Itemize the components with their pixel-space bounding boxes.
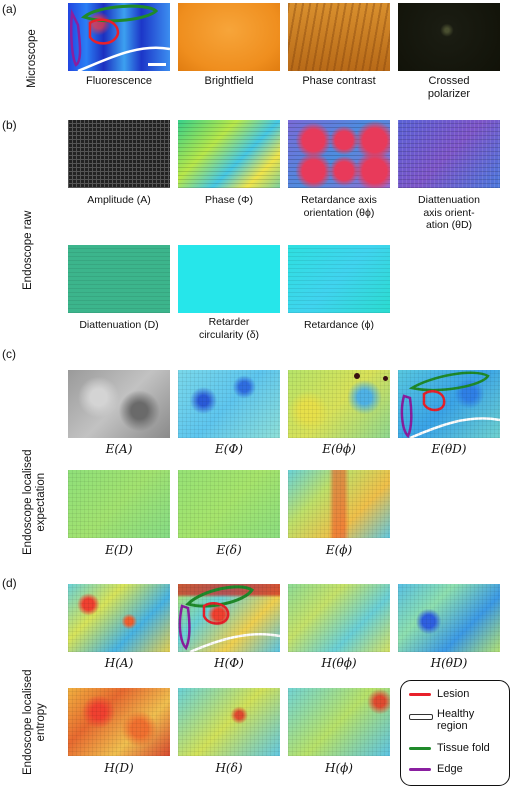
panel-e-delta: [178, 470, 280, 538]
caption-fluorescence: Fluorescence: [85, 75, 153, 87]
panel-diattenuation: [68, 245, 170, 313]
caption-h-d: H(D): [104, 761, 134, 775]
panel-retardance-axis: [288, 120, 390, 188]
legend-label-tissue-fold: Tissue fold: [437, 742, 490, 754]
caption-e-a: E(A): [105, 442, 133, 456]
panel-brightfield: [178, 3, 280, 71]
row-label-a: Microscope: [26, 29, 38, 88]
panel-h-a: [68, 584, 170, 652]
panel-crossed-polarizer: [398, 3, 500, 71]
panel-e-theta-phi: [288, 370, 390, 438]
caption-retarder-circularity: Retarder circularity (δ): [198, 316, 260, 341]
caption-h-retardance: H(ϕ): [324, 761, 353, 775]
panel-h-theta-phi: [288, 584, 390, 652]
row-label-d: Endoscope localised entropy: [22, 670, 48, 776]
panel-retarder-circularity: [178, 245, 280, 313]
panel-fluorescence: [68, 3, 170, 71]
caption-phase-contrast: Phase contrast: [302, 75, 376, 87]
legend-label-healthy: Healthy region: [437, 708, 475, 732]
section-label-b: (b): [2, 118, 17, 132]
panel-h-phi: [178, 584, 280, 652]
row-label-c-line1: Endoscope localised: [22, 449, 34, 556]
dark-spot: [354, 373, 360, 379]
caption-brightfield: Brightfield: [204, 75, 254, 87]
legend-swatch-edge: [409, 768, 431, 771]
panel-e-a: [68, 370, 170, 438]
panel-e-d: [68, 470, 170, 538]
caption-amplitude: Amplitude (A): [87, 194, 151, 206]
section-label-c: (c): [2, 347, 16, 361]
caption-phase: Phase (Φ): [204, 194, 254, 206]
e-theta-d-annotations: [400, 371, 500, 438]
section-label-a: (a): [2, 2, 17, 16]
caption-diattenuation: Diattenuation (D): [79, 319, 159, 331]
panel-h-theta-d: [398, 584, 500, 652]
panel-diattenuation-axis: [398, 120, 500, 188]
legend-label-lesion: Lesion: [437, 688, 470, 700]
row-label-b: Endoscope raw: [22, 210, 34, 290]
caption-e-d: E(D): [105, 543, 133, 557]
caption-h-a: H(A): [104, 656, 134, 670]
panel-retardance: [288, 245, 390, 313]
row-label-c-line2: expectation: [35, 472, 47, 532]
caption-e-theta-d: E(θD): [431, 442, 467, 456]
caption-diattenuation-axis: Diattenuation axis orient- ation (θD): [418, 194, 480, 231]
caption-h-phi: H(Φ): [214, 656, 244, 670]
caption-e-phi: E(Φ): [215, 442, 243, 456]
row-label-d-line2: entropy: [35, 703, 47, 742]
caption-h-theta-d: H(θD): [430, 656, 468, 670]
caption-e-delta: E(δ): [216, 543, 242, 557]
scale-bar: [148, 63, 166, 66]
legend-swatch-healthy: [409, 714, 433, 720]
panel-e-phi: [178, 370, 280, 438]
legend-swatch-tissue-fold: [409, 747, 431, 750]
caption-retardance-axis: Retardance axis orientation (θϕ): [301, 194, 377, 219]
legend-label-edge: Edge: [437, 763, 463, 775]
panel-h-delta: [178, 688, 280, 756]
panel-amplitude: [68, 120, 170, 188]
panel-h-d: [68, 688, 170, 756]
panel-phase-contrast: [288, 3, 390, 71]
dark-spot: [383, 376, 388, 381]
caption-crossed-polarizer: Crossed polarizer: [427, 75, 471, 100]
caption-e-retardance: E(ϕ): [325, 543, 353, 557]
caption-e-theta-phi: E(θϕ): [322, 442, 356, 456]
panel-e-retardance: [288, 470, 390, 538]
panel-h-retardance: [288, 688, 390, 756]
caption-h-delta: H(δ): [215, 761, 243, 775]
panel-e-theta-d: [398, 370, 500, 438]
caption-retardance: Retardance (ϕ): [303, 319, 375, 331]
caption-h-theta-phi: H(θϕ): [321, 656, 357, 670]
legend: Lesion Healthy region Tissue fold Edge: [400, 680, 510, 786]
legend-swatch-lesion: [409, 693, 431, 696]
fluorescence-annotations: [69, 4, 170, 71]
h-phi-annotations: [178, 585, 280, 652]
section-label-d: (d): [2, 576, 17, 590]
row-label-d-line1: Endoscope localised: [22, 669, 34, 776]
row-label-c: Endoscope localised expectation: [22, 450, 48, 556]
panel-phase: [178, 120, 280, 188]
